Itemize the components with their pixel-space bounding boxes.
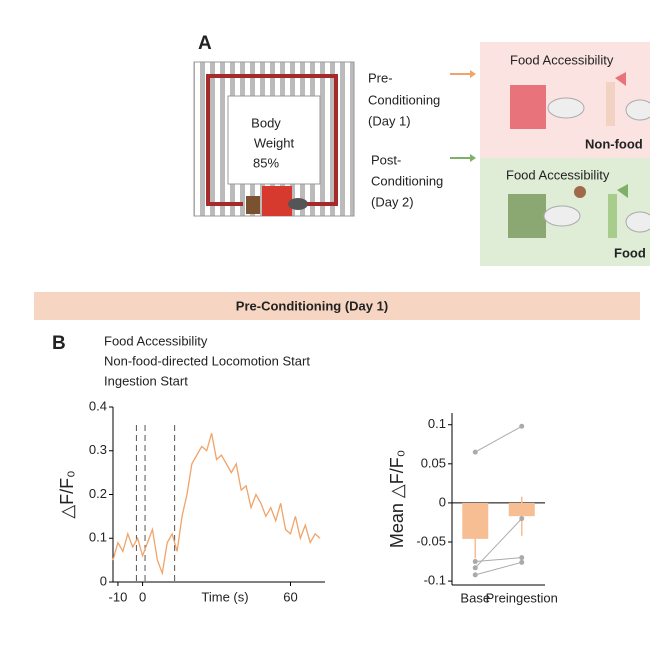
subject-point bbox=[472, 572, 478, 578]
condition-text: Conditioning bbox=[368, 92, 440, 107]
subject-point bbox=[472, 449, 478, 455]
condition-text: (Day 2) bbox=[371, 194, 414, 209]
food-thought bbox=[574, 186, 586, 198]
mouse bbox=[625, 99, 650, 121]
subject-point bbox=[472, 559, 478, 565]
event-label: Food Accessibility bbox=[104, 333, 208, 348]
x-axis-label: Time (s) bbox=[201, 589, 248, 604]
banner bbox=[34, 292, 640, 320]
maze-text: 85% bbox=[253, 155, 279, 170]
panel-caption: Food bbox=[614, 245, 646, 260]
y-axis-label: Mean △F/F₀ bbox=[387, 450, 407, 548]
x-tick-label: Base bbox=[460, 590, 490, 605]
y-tick-label: 0.1 bbox=[428, 416, 446, 431]
maze-text: Body bbox=[251, 115, 281, 130]
event-label: Non-food-directed Locomotion Start bbox=[104, 353, 310, 368]
subject-line bbox=[475, 425, 522, 453]
maze-path bbox=[206, 74, 338, 206]
trace bbox=[112, 433, 321, 576]
panel-title: Food Accessibility bbox=[510, 52, 614, 67]
barrier bbox=[608, 194, 617, 238]
y-tick-label: 0 bbox=[439, 494, 446, 509]
x-tick-label: -10 bbox=[109, 589, 128, 604]
y-tick-label: -0.1 bbox=[424, 573, 446, 588]
food-zone bbox=[262, 186, 292, 216]
subject-point bbox=[519, 423, 525, 429]
subject-point bbox=[519, 555, 525, 561]
arrow-head bbox=[470, 154, 476, 162]
y-axis-label: △F/F₀ bbox=[57, 470, 77, 518]
food-zone bbox=[510, 85, 546, 129]
panel-caption: Non-food bbox=[585, 136, 643, 151]
y-tick-label: 0.1 bbox=[89, 530, 107, 545]
barrier bbox=[606, 82, 615, 126]
mouse bbox=[288, 198, 308, 210]
subject-point bbox=[472, 565, 478, 571]
x-tick-label: 0 bbox=[139, 589, 146, 604]
panel-title: Food Accessibility bbox=[506, 167, 610, 182]
mouse bbox=[547, 97, 585, 119]
condition-text: Post- bbox=[371, 152, 401, 167]
event-label: Ingestion Start bbox=[104, 373, 188, 388]
subject-line bbox=[474, 518, 523, 569]
condition-text: Pre- bbox=[368, 70, 393, 85]
maze-text: Weight bbox=[254, 135, 295, 150]
x-tick-label: 60 bbox=[283, 589, 297, 604]
flag bbox=[617, 184, 628, 198]
condition-text: (Day 1) bbox=[368, 113, 411, 128]
y-tick-label: 0.05 bbox=[421, 455, 446, 470]
mouse bbox=[625, 211, 650, 233]
food-zone bbox=[508, 194, 546, 238]
y-tick-label: 0.3 bbox=[89, 442, 107, 457]
flag bbox=[615, 72, 626, 86]
maze-center bbox=[227, 95, 321, 185]
arrow-head bbox=[470, 70, 476, 78]
subject-line bbox=[475, 561, 522, 576]
condition-text: Conditioning bbox=[371, 173, 443, 188]
panel-label: B bbox=[52, 333, 66, 354]
subject-point bbox=[519, 559, 525, 565]
banner-text: Pre-Conditioning (Day 1) bbox=[236, 298, 388, 313]
food bbox=[246, 196, 260, 214]
y-tick-label: 0.2 bbox=[89, 486, 107, 501]
subject-point bbox=[519, 516, 525, 522]
panel-label: A bbox=[198, 33, 212, 54]
mouse bbox=[543, 205, 581, 227]
y-tick-label: -0.05 bbox=[416, 533, 446, 548]
y-tick-label: 0.4 bbox=[89, 398, 107, 413]
x-tick-label: Preingestion bbox=[486, 590, 558, 605]
y-tick-label: 0 bbox=[100, 573, 107, 588]
subject-line bbox=[475, 557, 522, 563]
